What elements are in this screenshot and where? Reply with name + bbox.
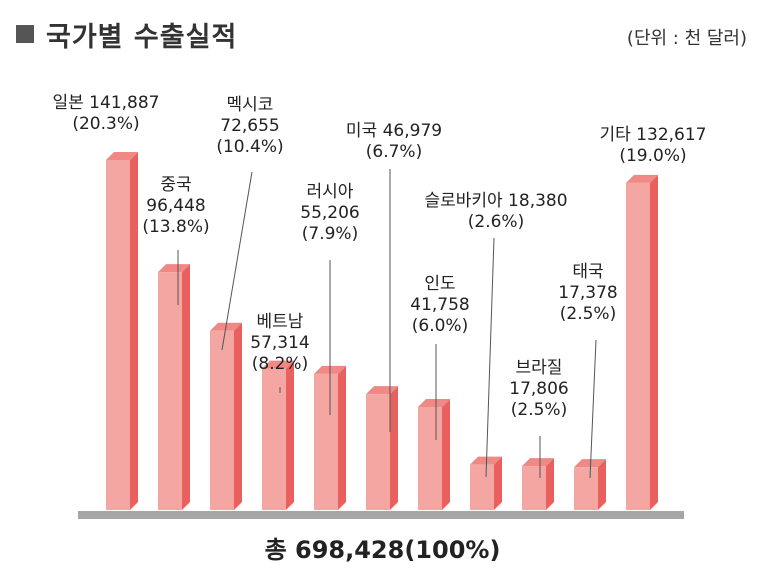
value-label: 57,314 bbox=[250, 333, 309, 353]
leader-line bbox=[589, 339, 597, 479]
category-label: 태국 bbox=[572, 262, 603, 282]
share-label: (20.3%) bbox=[72, 114, 139, 134]
leader-line bbox=[485, 237, 495, 478]
bar-top bbox=[522, 458, 554, 467]
bar-side bbox=[286, 360, 294, 510]
bar bbox=[470, 464, 494, 510]
bar-top bbox=[106, 152, 138, 160]
category-label: 베트남 bbox=[257, 312, 304, 332]
total-label: 총 698,428(100%) bbox=[264, 536, 501, 564]
share-label: (7.9%) bbox=[302, 224, 358, 244]
bar-top bbox=[158, 264, 190, 273]
bar-side bbox=[546, 458, 554, 510]
category-value-label: 기타 132,617 bbox=[600, 125, 707, 145]
bar-side bbox=[182, 264, 190, 510]
share-label: (10.4%) bbox=[216, 137, 283, 157]
bar bbox=[314, 373, 338, 510]
bar-top bbox=[626, 174, 658, 183]
share-label: (19.0%) bbox=[619, 146, 686, 166]
value-label: 17,378 bbox=[558, 283, 617, 303]
bar-side bbox=[234, 322, 242, 510]
category-value-label: 일본 141,887 bbox=[53, 93, 160, 113]
leader-line bbox=[221, 171, 253, 351]
title-square-icon bbox=[16, 25, 34, 43]
bar-top bbox=[574, 459, 606, 468]
share-label: (6.7%) bbox=[366, 142, 422, 162]
category-label: 멕시코 bbox=[227, 95, 274, 115]
value-label: 55,206 bbox=[300, 203, 359, 223]
share-label: (2.5%) bbox=[511, 400, 567, 420]
bar-side bbox=[390, 386, 398, 510]
chart-title-bar: 국가별 수출실적 bbox=[16, 14, 237, 54]
bar-side bbox=[494, 456, 502, 510]
share-label: (2.6%) bbox=[468, 212, 524, 232]
category-value-label: 미국 46,979 bbox=[346, 121, 442, 141]
bar bbox=[262, 368, 286, 510]
share-label: (13.8%) bbox=[142, 217, 209, 237]
category-label: 중국 bbox=[160, 175, 191, 195]
bar bbox=[522, 466, 546, 510]
bar bbox=[158, 272, 182, 510]
share-label: (6.0%) bbox=[412, 316, 468, 336]
share-label: (8.2%) bbox=[252, 354, 308, 374]
bar-side bbox=[338, 365, 346, 510]
bar-side bbox=[442, 398, 450, 510]
bar-top bbox=[418, 398, 450, 407]
value-label: 96,448 bbox=[146, 196, 205, 216]
bar bbox=[106, 160, 130, 510]
chart-title: 국가별 수출실적 bbox=[46, 21, 238, 53]
category-label: 러시아 bbox=[307, 182, 354, 202]
bar-top bbox=[262, 360, 294, 369]
unit-label: (단위 : 천 달러) bbox=[626, 28, 747, 49]
bar-side bbox=[130, 152, 138, 510]
value-label: 72,655 bbox=[220, 116, 279, 136]
category-label: 브라질 bbox=[516, 358, 563, 378]
bar bbox=[574, 467, 598, 510]
x-axis-base bbox=[78, 511, 684, 519]
bar bbox=[366, 394, 390, 510]
category-value-label: 슬로바키아 18,380 bbox=[424, 191, 567, 211]
bar-side bbox=[598, 459, 606, 510]
share-label: (2.5%) bbox=[560, 304, 616, 324]
value-label: 41,758 bbox=[410, 295, 469, 315]
bar bbox=[418, 406, 442, 510]
bar bbox=[210, 330, 234, 510]
bar-side bbox=[650, 174, 658, 510]
value-label: 17,806 bbox=[509, 379, 568, 399]
bar-top bbox=[470, 456, 502, 465]
category-label: 인도 bbox=[424, 274, 455, 294]
bar bbox=[626, 182, 650, 510]
